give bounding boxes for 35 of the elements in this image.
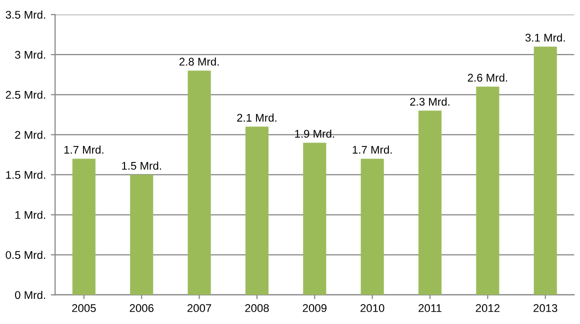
y-tick-label: 3.5 Mrd.: [6, 10, 46, 19]
y-tick-label: 1 Mrd.: [15, 210, 46, 219]
x-tick-label: 2012: [476, 304, 500, 312]
data-label: 2.1 Mrd.: [237, 114, 276, 122]
x-tick-label: 2005: [72, 304, 96, 312]
x-tick-label: 2008: [245, 304, 269, 312]
bar: [188, 70, 211, 295]
data-label: 2.6 Mrd.: [468, 74, 508, 82]
x-tick-label: 2010: [360, 304, 384, 312]
y-tick-label: 2.5 Mrd.: [6, 90, 46, 99]
bar: [303, 142, 326, 295]
y-tick-label: 2 Mrd.: [15, 130, 46, 139]
data-label: 1.5 Mrd.: [122, 162, 161, 170]
bar: [534, 46, 557, 295]
bar: [418, 110, 442, 295]
x-tick-label: 2006: [130, 304, 154, 312]
bar: [360, 158, 384, 295]
data-label: 3.1 Mrd.: [525, 33, 565, 42]
data-label: 1.7 Mrd.: [64, 146, 104, 154]
bar: [72, 158, 96, 295]
data-label: 1.9 Mrd.: [295, 130, 334, 138]
x-tick-label: 2007: [187, 304, 212, 312]
x-tick-label: 2013: [534, 304, 558, 312]
bar: [245, 126, 269, 295]
y-tick-label: 0 Mrd.: [15, 290, 46, 299]
x-tick-label: 2011: [418, 304, 442, 312]
data-label: 1.7 Mrd.: [352, 146, 392, 154]
y-tick-label: 1.5 Mrd.: [6, 170, 46, 179]
data-label: 2.8 Mrd.: [179, 57, 219, 66]
x-tick-label: 2009: [302, 304, 326, 312]
y-tick-label: 0.5 Mrd.: [6, 250, 46, 259]
data-label: 2.3 Mrd.: [410, 98, 450, 106]
y-tick-label: 3 Mrd.: [15, 50, 46, 59]
bar: [130, 174, 154, 295]
bar: [476, 86, 500, 295]
